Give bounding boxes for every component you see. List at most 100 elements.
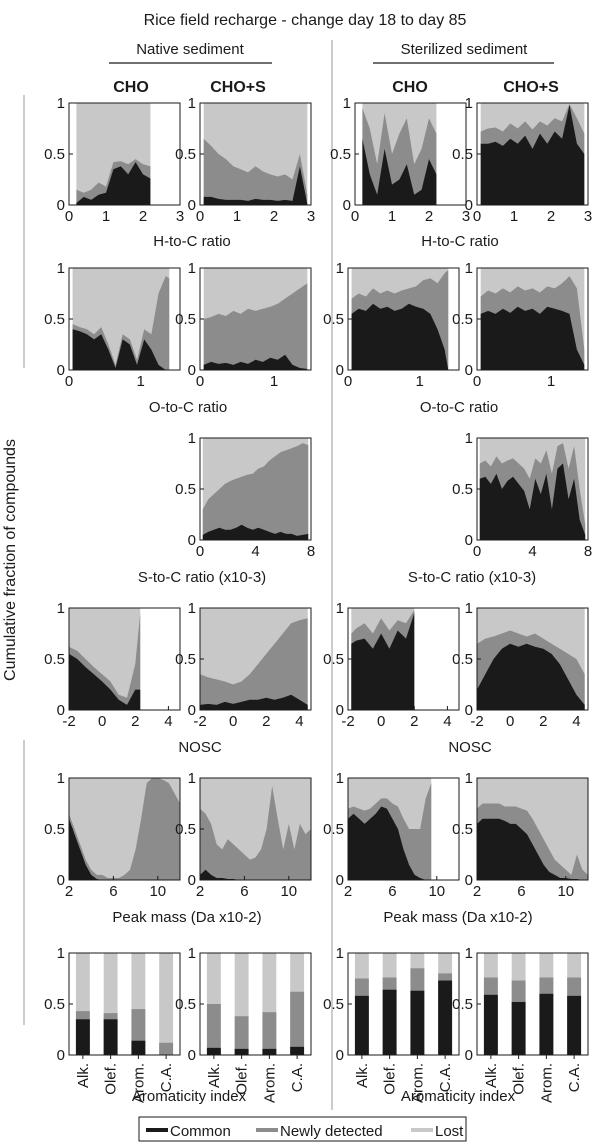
y-tick-label: 0 <box>57 702 65 719</box>
y-tick-label: 0.5 <box>44 311 65 328</box>
bar-common <box>382 989 397 1055</box>
newly-detected-area <box>203 138 308 205</box>
bar-common <box>290 1046 305 1055</box>
y-tick-label: 0.5 <box>452 311 473 328</box>
y-tick-label: 0.5 <box>175 996 196 1013</box>
x-tick-label: 1 <box>102 208 110 225</box>
xlabel-hc-sterilized: H-to-C ratio <box>421 233 499 250</box>
x-tick-label: 1 <box>233 208 241 225</box>
newly-detected-area <box>200 618 308 710</box>
x-tick-label: 1 <box>510 208 518 225</box>
y-tick-label: 0 <box>57 197 65 214</box>
panel-o-c-sterilized-cho: 0 1 0 0.5 1 <box>323 260 460 390</box>
column-header-sterilized-cho: CHO <box>392 79 428 96</box>
x-tick-label: 4 <box>443 713 451 730</box>
bar-newly-detected <box>234 1016 249 1055</box>
newly-detected-area <box>69 778 180 880</box>
bar-newly-detected <box>206 1004 221 1055</box>
y-tick-label: 0 <box>57 362 65 379</box>
x-tick-label: 0 <box>344 373 352 390</box>
y-tick-label: 0.5 <box>452 146 473 163</box>
newly-detected-area <box>200 786 311 880</box>
panel-o-c-native-cho-s: 0 1 0 0.5 1 <box>175 260 312 390</box>
x-tick-label: 8 <box>307 543 315 560</box>
y-tick-label: 0.5 <box>323 996 344 1013</box>
y-tick-label: 0.5 <box>452 996 473 1013</box>
y-tick-label: 0 <box>336 872 344 889</box>
bar-common <box>483 994 498 1055</box>
x-tick-label: 4 <box>164 713 172 730</box>
panel-h-c-native-cho: 0 1 2 3 0 0.5 1 <box>44 95 184 225</box>
common-area <box>69 653 141 710</box>
x-tick-label: 2 <box>473 883 481 900</box>
y-tick-label: 1 <box>57 260 65 277</box>
x-tick-label: 1 <box>388 208 396 225</box>
bar-common <box>103 1019 118 1055</box>
panel-nosc-native-cho-s: -2 0 2 400.51 <box>175 600 312 730</box>
y-tick-label: 0 <box>336 362 344 379</box>
column-header-native-cho: CHO <box>113 79 149 96</box>
legend-label-newly: Newly detected <box>280 1123 383 1140</box>
common-area <box>200 869 311 880</box>
category-label: C.A. <box>158 1063 175 1092</box>
x-tick-label: -2 <box>341 713 354 730</box>
y-tick-label: 0 <box>188 872 196 889</box>
x-tick-label: 2 <box>547 208 555 225</box>
figure-title: Rice field recharge - change day 18 to d… <box>144 12 467 29</box>
bar-newly-detected <box>262 1012 277 1055</box>
common-area <box>351 303 449 370</box>
bar-common <box>539 993 554 1055</box>
category-label: Arom. <box>130 1063 147 1103</box>
x-tick-label: 1 <box>270 373 278 390</box>
x-tick-label: 4 <box>572 713 580 730</box>
panel-peak-mass-sterilized-cho: 2 6 10 0 0.5 1 <box>323 770 460 900</box>
panel-nosc-sterilized-cho-s: -2 0 2 400.51 <box>452 600 589 730</box>
x-tick-label: 0 <box>506 713 514 730</box>
x-tick-label: 2 <box>410 713 418 730</box>
category-label: Alk. <box>483 1063 500 1088</box>
y-tick-label: 1 <box>188 600 196 617</box>
bar-common <box>262 1048 277 1055</box>
category-label: Alk. <box>75 1063 92 1088</box>
panel-peak-mass-native-cho-s: 2 6 10 0 0.5 1 <box>175 770 312 900</box>
newly-detected-area <box>202 443 309 540</box>
bar-common <box>567 995 582 1055</box>
x-tick-label: 0 <box>196 543 204 560</box>
category-label: Alk. <box>354 1063 371 1088</box>
y-tick-label: 0 <box>188 1047 196 1064</box>
legend-label-lost: Lost <box>435 1123 464 1140</box>
y-tick-label: 1 <box>188 770 196 787</box>
y-tick-label: 1 <box>465 95 473 112</box>
x-tick-label: 0 <box>473 373 481 390</box>
common-area <box>200 694 308 710</box>
panel-peak-mass-sterilized-cho-s: 2 6 10 0 0.5 1 <box>452 770 589 900</box>
y-tick-label: 0.5 <box>44 146 65 163</box>
x-tick-label: 10 <box>280 883 297 900</box>
panel-h-c-sterilized-cho-s: 0 1 2 300.51 <box>452 95 592 225</box>
x-tick-label: 2 <box>539 713 547 730</box>
y-tick-label: 0.5 <box>452 481 473 498</box>
x-tick-label: 8 <box>584 543 592 560</box>
bar-common <box>75 1019 90 1055</box>
y-tick-label: 0 <box>188 702 196 719</box>
x-tick-label: 0 <box>65 373 73 390</box>
category-label: Arom. <box>261 1063 278 1103</box>
y-tick-label: 0 <box>336 702 344 719</box>
x-tick-label: 3 <box>307 208 315 225</box>
y-tick-label: 1 <box>57 95 65 112</box>
xlabel-sc-sterilized: S-to-C ratio (x10-3) <box>408 569 536 586</box>
x-tick-label: 10 <box>557 883 574 900</box>
y-tick-label: 1 <box>188 945 196 962</box>
y-tick-label: 1 <box>465 600 473 617</box>
panel-s-c-sterilized-cho-s: 0 4 8 0 0.5 1 <box>452 430 592 560</box>
y-tick-label: 0 <box>465 197 473 214</box>
y-tick-label: 1 <box>57 600 65 617</box>
common-area <box>477 643 585 710</box>
column-header-native-chos: CHO+S <box>210 79 266 96</box>
x-tick-label: 4 <box>295 713 303 730</box>
xlabel-nosc-sterilized: NOSC <box>448 739 492 756</box>
y-tick-label: 0.5 <box>175 821 196 838</box>
x-tick-label: 1 <box>547 373 555 390</box>
y-tick-label: 0 <box>188 362 196 379</box>
y-tick-label: 1 <box>188 430 196 447</box>
